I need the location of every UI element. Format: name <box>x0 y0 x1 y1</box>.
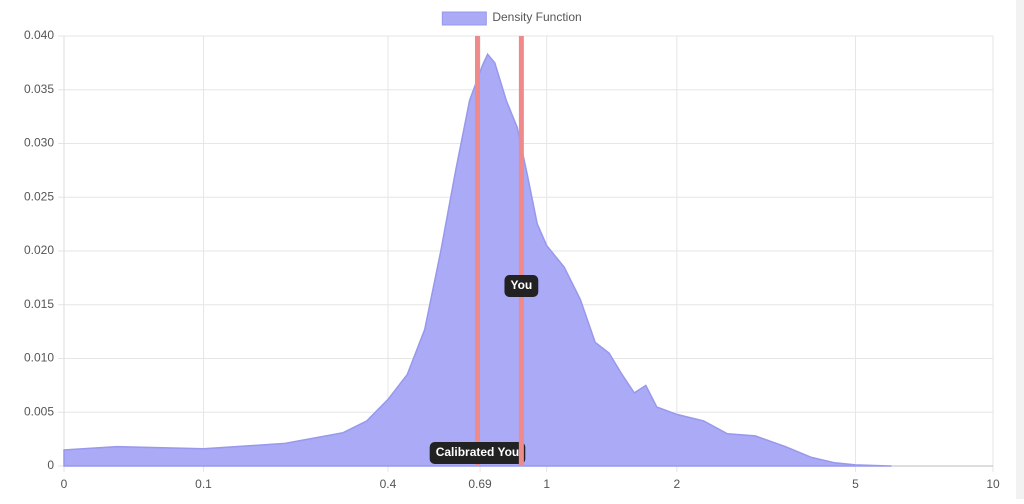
x-tick-label: 0 <box>61 477 68 491</box>
scrollbar <box>1016 0 1024 499</box>
x-tick-label: 2 <box>674 477 681 491</box>
annotation-label: Calibrated You <box>429 442 526 464</box>
x-tick-label: 0.1 <box>195 477 212 491</box>
y-tick-label: 0.010 <box>24 351 54 365</box>
x-tick-label: 5 <box>852 477 859 491</box>
annotation-label: You <box>504 275 539 297</box>
annotation-box <box>504 275 539 297</box>
legend: Density Function <box>441 10 582 26</box>
y-tick-label: 0.040 <box>24 28 54 42</box>
x-tick-label: 10 <box>986 477 1000 491</box>
y-tick-label: 0.015 <box>24 297 54 311</box>
x-tick-label: 0.4 <box>380 477 397 491</box>
annotation-text: Calibrated You <box>436 445 520 459</box>
y-tick-label: 0.020 <box>24 243 54 257</box>
x-tick-label: 0.69 <box>468 477 492 491</box>
y-tick-label: 0.005 <box>24 404 54 418</box>
legend-swatch <box>441 11 487 26</box>
y-tick-label: 0.025 <box>24 189 54 203</box>
y-tick-label: 0 <box>47 458 54 472</box>
annotation-box <box>429 442 526 464</box>
annotation-text: You <box>510 278 532 292</box>
y-tick-label: 0.030 <box>24 136 54 150</box>
legend-label: Density Function <box>492 10 581 24</box>
x-tick-label: 1 <box>543 477 550 491</box>
y-tick-label: 0.035 <box>24 82 54 96</box>
